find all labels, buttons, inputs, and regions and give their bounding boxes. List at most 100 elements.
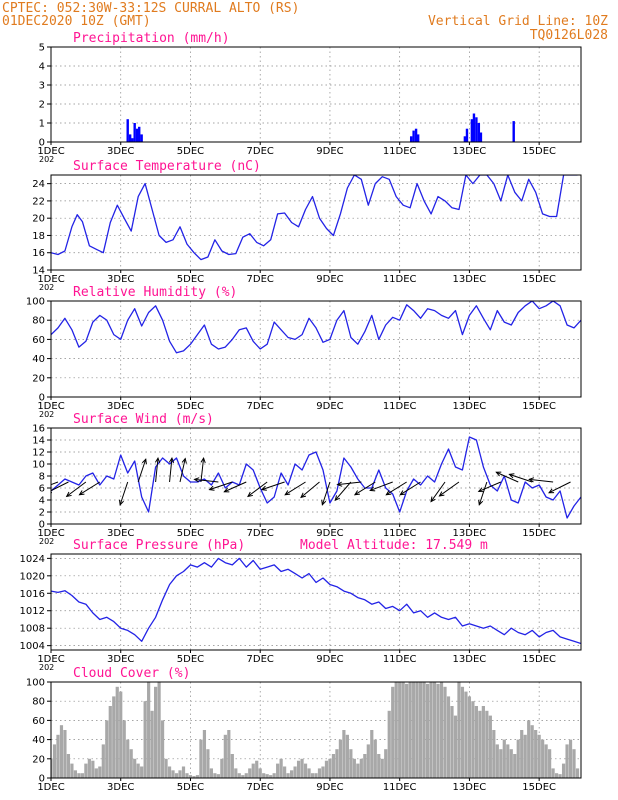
- panel-cloud-cover: 0 20 40 60 80 100 1DEC 3DEC 5DEC 7DEC 9DEC 11DEC 13D…: [26, 666, 582, 793]
- year-label: 202: [39, 155, 54, 164]
- y-tick-label: 14: [32, 436, 45, 447]
- cloud-bar: [359, 758, 363, 778]
- humidity-line: [51, 301, 581, 354]
- cloud-bar: [467, 696, 472, 778]
- y-tick-label: 80: [32, 316, 45, 327]
- wind-arrow-head: [208, 485, 215, 491]
- wind-arrow: [478, 481, 488, 506]
- y-tick-label: 24: [32, 179, 45, 190]
- cloud-bar: [527, 720, 531, 778]
- wind-arrow: [247, 481, 268, 498]
- precip-bar: [126, 119, 129, 142]
- temperature-title: Surface Temperature (nC): [73, 159, 261, 174]
- x-tick-label: 13DEC: [453, 274, 487, 285]
- cloud-bar: [554, 773, 559, 778]
- cloud-bar: [432, 682, 437, 778]
- wind-arrow-shaft: [529, 478, 554, 483]
- x-tick-label: 1DEC: [37, 146, 64, 157]
- cloud-bar: [513, 754, 517, 778]
- wind-arrow-shaft: [209, 481, 233, 491]
- wind-arrow-shaft: [51, 481, 59, 486]
- cloud-bar: [244, 773, 248, 778]
- wind-arrow: [65, 481, 87, 498]
- cloud-bar: [572, 749, 576, 778]
- temperature-series: [51, 175, 578, 261]
- cloud-bar: [548, 749, 552, 778]
- wind-arrow-shaft: [284, 481, 306, 496]
- cloud-bar: [370, 730, 374, 778]
- cloud-bar: [450, 706, 454, 778]
- cloud-bar: [317, 768, 322, 778]
- cloud-bar: [537, 734, 541, 778]
- cloud-bar: [499, 749, 503, 778]
- wind-series: [51, 436, 581, 519]
- wind-arrow-head: [353, 490, 360, 496]
- wind-arrow: [118, 481, 129, 506]
- wind-arrow-head: [200, 457, 206, 464]
- cloud-bar: [87, 758, 91, 778]
- x-tick-label: 5DEC: [177, 146, 204, 157]
- cloud-bar: [133, 758, 137, 778]
- wind-arrow-shaft: [430, 481, 446, 502]
- wind-arrow: [78, 481, 101, 496]
- wind-arrow-shaft: [79, 481, 101, 496]
- precip-bar: [409, 136, 413, 142]
- cloud-bar: [342, 730, 346, 778]
- cloud-bar: [73, 770, 78, 778]
- wind-arrow-head: [385, 490, 392, 496]
- wind-arrow-shaft: [179, 458, 186, 483]
- panel-pressure: 1004 1008 1012 1016 1020 1024 1DEC 3DEC 5DEC 7DEC…: [20, 538, 582, 672]
- wind-arrow-head: [193, 477, 200, 483]
- x-tick-label: 5DEC: [177, 274, 204, 285]
- precip-bar: [416, 134, 420, 142]
- x-tick-label: 9DEC: [316, 274, 343, 285]
- precip-bar: [477, 123, 481, 142]
- cloud-bar: [551, 768, 555, 778]
- wind-arrow-head: [181, 457, 187, 464]
- x-tick-label: 15DEC: [522, 782, 556, 793]
- cloud-bar: [380, 758, 384, 778]
- cloud-bar: [422, 682, 426, 778]
- cloud-bar: [119, 691, 123, 778]
- y-tick-label: 0: [39, 774, 45, 785]
- cloud-bar: [488, 715, 492, 778]
- cloud-bar: [453, 715, 458, 778]
- precip-bar: [463, 136, 467, 142]
- wind-arrow-shaft: [224, 481, 247, 493]
- year-label: 202: [39, 537, 54, 546]
- cloud-bar: [464, 691, 468, 778]
- wind-arrow: [223, 481, 247, 493]
- y-tick-label: 0: [39, 520, 45, 531]
- y-tick-label: 1024: [20, 554, 45, 565]
- header-run-time: 01DEC2020 10Z (GMT): [2, 14, 151, 29]
- x-tick-label: 7DEC: [247, 401, 274, 412]
- cloud-bar: [154, 686, 158, 778]
- cloud-bar: [150, 710, 154, 778]
- cloud-bar: [443, 686, 447, 778]
- wind-arrow-head: [154, 456, 161, 463]
- cloud-bar: [398, 682, 402, 778]
- cloud-bar: [575, 768, 580, 778]
- wind-arrow-shaft: [155, 458, 159, 483]
- cloud-bar: [279, 758, 283, 778]
- cloud-bar: [356, 763, 360, 778]
- wind-arrow-shaft: [509, 473, 533, 483]
- wind-arrow-head: [508, 473, 515, 479]
- wind-arrow: [300, 481, 320, 499]
- cloud-bar: [415, 682, 419, 778]
- cloud-bar: [283, 766, 287, 778]
- wind-arrow: [336, 481, 362, 487]
- wind-arrow-shaft: [334, 481, 352, 501]
- y-tick-label: 80: [32, 697, 45, 708]
- wind-arrow-shaft: [169, 458, 173, 483]
- x-tick-label: 5DEC: [177, 528, 204, 539]
- header-grid-note: Vertical Grid Line: 10Z: [427, 14, 608, 29]
- cloud-bar: [140, 766, 144, 778]
- cloud-bar: [192, 776, 196, 778]
- cloud-bar: [314, 773, 318, 778]
- pressure-line: [51, 557, 581, 645]
- cloud-bar: [195, 775, 200, 778]
- x-tick-label: 9DEC: [316, 782, 343, 793]
- cloud-bar: [126, 739, 130, 778]
